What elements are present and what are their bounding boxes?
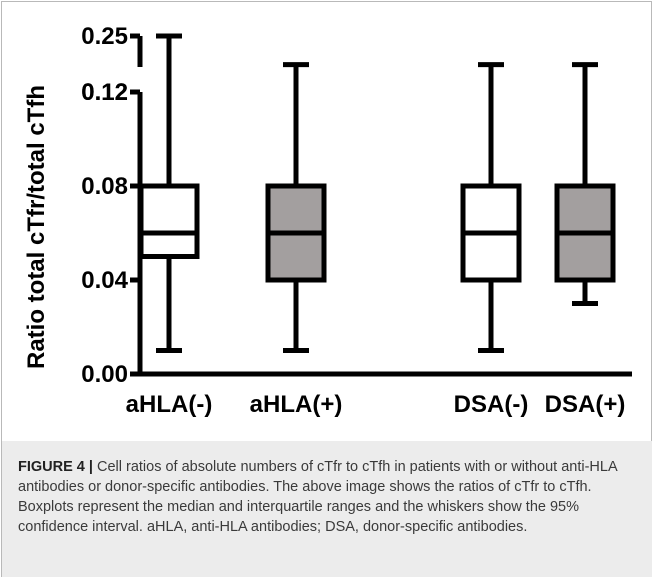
- y-axis-title: Ratio total cTfr/total cTfh: [23, 85, 50, 369]
- y-tick-label: 0.25: [81, 23, 128, 50]
- box-1: [265, 62, 327, 353]
- caption-text: Cell ratios of absolute numbers of cTfr …: [18, 459, 617, 535]
- box-3: [554, 62, 616, 306]
- x-tick-label: DSA(-): [454, 391, 529, 418]
- box-2: [460, 62, 522, 353]
- caption-label: FIGURE 4 |: [18, 459, 93, 475]
- y-tick-label: 0.12: [81, 79, 128, 106]
- y-tick-label: 0.08: [81, 173, 128, 200]
- y-tick-label: 0.00: [81, 361, 128, 388]
- x-tick-label: DSA(+): [545, 391, 626, 418]
- y-tick-label: 0.04: [81, 267, 128, 294]
- box-0: [138, 33, 200, 353]
- chart-boxes: [138, 33, 616, 353]
- figure-caption: FIGURE 4 | Cell ratios of absolute numbe…: [18, 457, 638, 537]
- figure-caption-box: FIGURE 4 | Cell ratios of absolute numbe…: [2, 441, 652, 577]
- x-tick-label: aHLA(+): [250, 391, 343, 418]
- box-iqr: [138, 183, 200, 259]
- x-tick-label: aHLA(-): [126, 391, 213, 418]
- y-tick-label: 0.12: [81, 79, 128, 106]
